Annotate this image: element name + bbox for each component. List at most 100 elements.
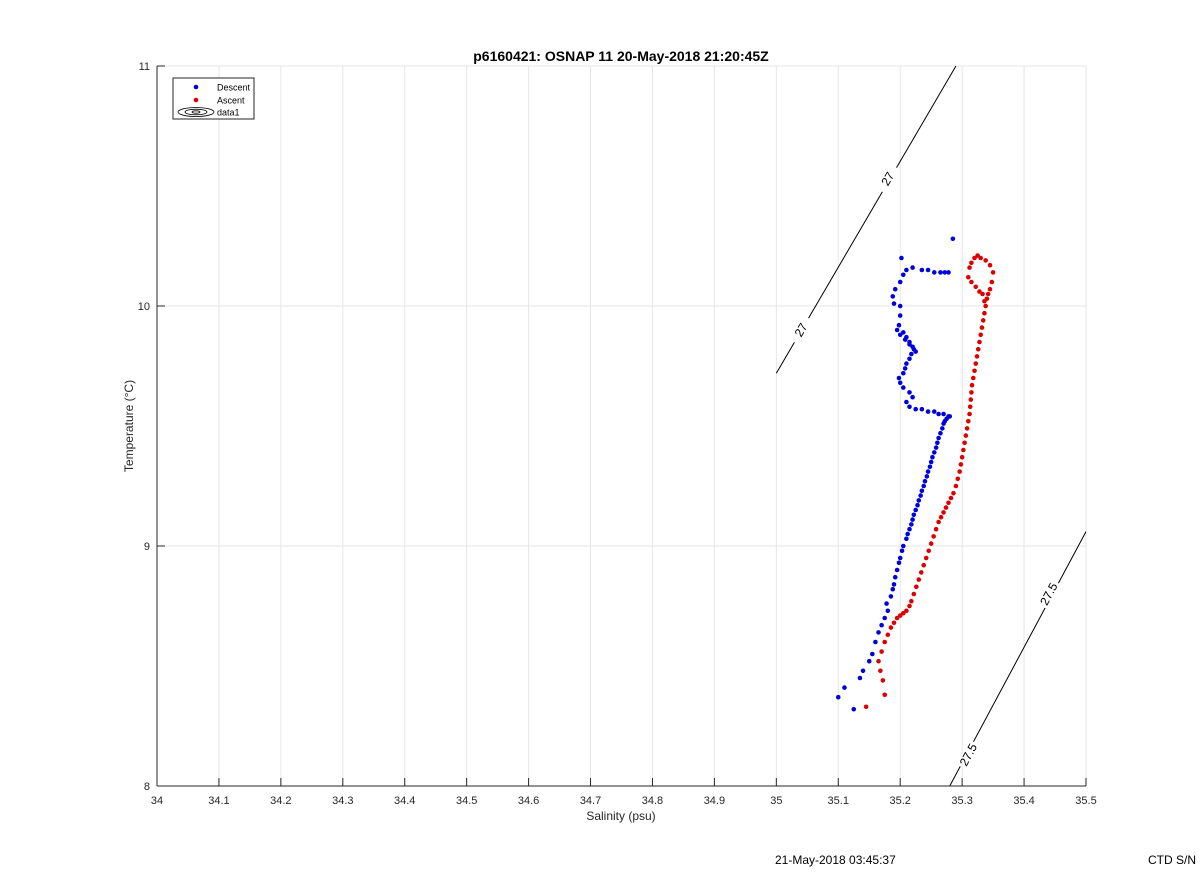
descent-point (910, 394, 915, 400)
descent-point (904, 267, 909, 273)
descent-point (913, 406, 918, 412)
descent-point (907, 339, 912, 345)
ascent-point (961, 447, 966, 453)
y-tick-label: 9 (144, 541, 150, 553)
descent-point (900, 272, 906, 278)
ascent-point (885, 632, 891, 638)
descent-point (891, 301, 897, 306)
descent-point (913, 507, 918, 513)
ascent-point (983, 258, 988, 263)
ascent-point (923, 555, 929, 561)
descent-point (904, 536, 909, 542)
ascent-point (926, 548, 931, 554)
ascent-point (979, 325, 985, 330)
descent-point (910, 265, 915, 270)
ascent-point (970, 375, 976, 381)
descent-point (870, 651, 875, 657)
x-tick-label: 34.1 (208, 795, 229, 807)
ascent-point (951, 490, 956, 496)
ascent-point (897, 613, 903, 618)
ascent-point (936, 519, 941, 525)
contour-line-27-5 (949, 531, 1087, 787)
legend: Descent Ascent data1 (172, 77, 255, 120)
descent-point (860, 668, 866, 674)
descent-point (899, 255, 904, 261)
grid-lines (156, 65, 1087, 787)
ascent-point (969, 390, 974, 395)
descent-point (925, 267, 931, 273)
descent-point (925, 469, 931, 474)
ascent-point (946, 500, 951, 506)
descent-point (890, 586, 896, 592)
ascent-point (914, 584, 919, 590)
descent-point (897, 279, 903, 285)
ascent-point (962, 440, 967, 446)
descent-point (910, 344, 915, 350)
ascent-point (985, 291, 991, 297)
ascent-point (918, 570, 924, 575)
x-tick-label: 34 (151, 795, 163, 807)
x-tick-label: 34.9 (704, 795, 725, 807)
descent-point (918, 493, 923, 498)
descent-point (904, 399, 909, 405)
legend-ascent-label: Ascent (217, 96, 245, 106)
ascent-point (921, 562, 927, 568)
descent-point (905, 531, 910, 537)
plot-area (157, 66, 1086, 786)
ascent-point (882, 692, 888, 698)
ascent-point (969, 382, 975, 388)
ascent-point (880, 678, 886, 683)
ascent-point (969, 279, 974, 285)
x-tick-label: 34.2 (270, 795, 291, 807)
ascent-point (938, 514, 944, 520)
descent-point (927, 464, 933, 470)
y-tick-label: 10 (138, 301, 150, 313)
ascent-point (967, 411, 972, 417)
descent-point (894, 567, 900, 573)
ascent-point (955, 476, 961, 482)
contour-label: 27 (792, 320, 811, 339)
axes: 34 34.1 34.2 34.3 34.4 34.5 34.6 34.7 34.8 34.9 35… (138, 61, 1097, 807)
descent-point (896, 560, 902, 566)
descent-point (896, 375, 902, 381)
descent-point (931, 450, 937, 455)
descent-point (888, 594, 894, 599)
ascent-point (928, 541, 934, 546)
x-tick-label: 35.3 (951, 795, 972, 807)
ascent-point (968, 397, 974, 402)
chart-title: p6160421: OSNAP 11 20-May-2018 21:20:45Z (473, 48, 769, 64)
descent-point (890, 294, 896, 299)
descent-point (919, 267, 925, 273)
descent-point (842, 685, 847, 690)
legend-ascent: Ascent (193, 96, 245, 106)
ascent-point (904, 608, 909, 614)
ascent-point (900, 610, 906, 616)
descent-point (884, 601, 889, 606)
ascent-point (876, 658, 881, 664)
ascent-point (980, 318, 986, 323)
descent-point (933, 445, 939, 450)
descent-point (857, 675, 863, 681)
descent-point (866, 658, 872, 664)
ascent-point (943, 505, 949, 510)
ascent-point (978, 255, 984, 261)
y-tick-label: 8 (144, 781, 150, 793)
descent-point (851, 706, 857, 712)
descent-point (904, 361, 909, 366)
print-timestamp: 21-May-2018 03:45:37 (775, 853, 896, 867)
ascent-point (975, 253, 980, 258)
ascent-point (953, 483, 959, 489)
ascent-point (888, 625, 894, 630)
descent-point (896, 322, 902, 328)
x-tick-label: 35 (770, 795, 782, 807)
descent-point (910, 517, 915, 522)
descent-point (897, 555, 903, 561)
ascent-point (957, 469, 962, 474)
ascent-point (989, 279, 995, 285)
descent-point (921, 483, 927, 489)
ascent-point (948, 495, 954, 501)
ascent-point (987, 262, 993, 268)
